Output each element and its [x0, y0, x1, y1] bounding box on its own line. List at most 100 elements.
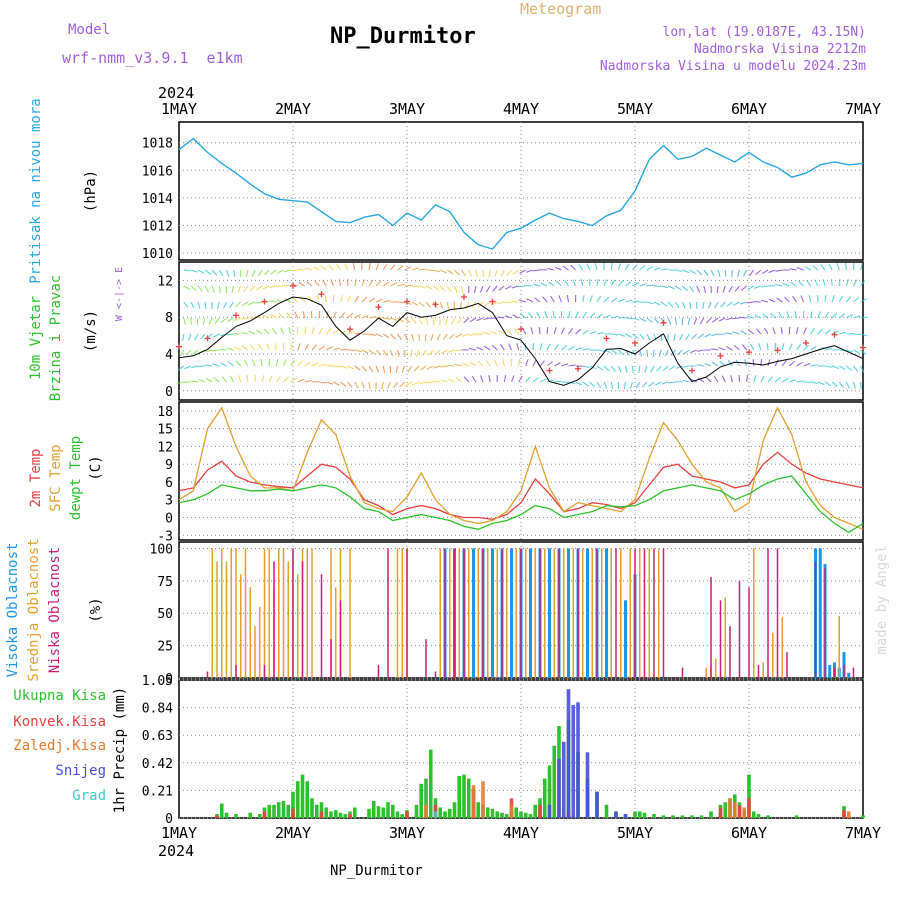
cloud-bar: [548, 548, 551, 678]
wind-barb: [596, 279, 599, 287]
wind-barb: [249, 285, 256, 292]
wind-barb: [197, 285, 203, 292]
wind-barb: [718, 317, 726, 322]
wind-barb: [838, 278, 841, 287]
wind-barb: [233, 269, 236, 277]
wind-barb: [803, 344, 810, 351]
pressure-line: [178, 137, 864, 250]
wind-barb: [739, 301, 747, 305]
precip-bar: [751, 811, 756, 818]
wind-barb: [550, 295, 555, 303]
wind-barb: [448, 333, 455, 340]
precip-bar: [443, 811, 447, 818]
wind-barb: [518, 358, 521, 367]
wind-barb: [662, 365, 669, 372]
wind-barb: [713, 375, 719, 383]
wind-barb: [251, 269, 256, 277]
wind-barb: [675, 365, 683, 369]
wind-barb: [546, 326, 549, 335]
x-tick-label-top: 1MAY: [161, 100, 197, 118]
wind-barb: [354, 295, 360, 303]
precip-bar: [476, 802, 481, 818]
wind-barb: [534, 297, 541, 303]
wind-barb: [235, 360, 242, 367]
precip-bar: [291, 808, 295, 818]
wind-barb: [682, 379, 690, 383]
wind-barb: [527, 312, 534, 319]
wind-barb: [419, 381, 427, 385]
cloud-bar: [263, 665, 266, 678]
pressure-axis-title: Pritisak na nivou mora: [28, 98, 44, 283]
wind-barb: [442, 333, 448, 340]
cloud-bar: [425, 639, 427, 678]
wind-barb: [845, 279, 849, 287]
cloud-bar: [629, 548, 631, 678]
precip-bar: [614, 811, 618, 818]
cloud-bar: [434, 671, 437, 678]
wind-barb: [781, 378, 789, 383]
wind-barb: [459, 301, 463, 309]
wind-barb: [556, 280, 562, 287]
wind-barb: [803, 327, 807, 335]
cloud-bar: [449, 548, 451, 678]
wind-barb: [582, 365, 590, 369]
wind-barb: [817, 381, 825, 386]
cloud-bar: [206, 671, 209, 678]
wind-barb: [462, 333, 469, 338]
wind-barb: [725, 332, 733, 335]
y-tick-label: 75: [157, 575, 173, 590]
wind-barb: [546, 361, 553, 367]
wind-barb: [494, 359, 498, 367]
wind-barb: [589, 312, 596, 319]
wind-barb: [632, 349, 637, 357]
wind-barb: [278, 312, 284, 319]
wind-barb: [575, 328, 582, 335]
wind-barb: [720, 301, 726, 308]
cloud-bar: [705, 667, 707, 678]
wind-barb: [810, 345, 817, 351]
wind-barb: [261, 375, 265, 383]
cloud-bar: [339, 600, 342, 678]
wind-barb: [426, 381, 434, 384]
y-tick-label: 18: [157, 405, 173, 420]
wind-barb: [712, 317, 719, 323]
cloud-bar: [520, 548, 522, 678]
cloud-bar: [601, 548, 603, 678]
wind-barb: [568, 364, 576, 367]
wind-barb: [726, 345, 733, 351]
wind-barb: [696, 285, 701, 293]
wind-barb: [262, 314, 270, 319]
wind-barb: [860, 333, 868, 337]
wind-barb: [263, 328, 270, 335]
cloud-bar: [615, 548, 617, 678]
precip-bar: [723, 802, 728, 818]
cloud-bar: [216, 561, 218, 678]
precip-bar: [604, 804, 609, 818]
x-tick-label-bottom: 5MAY: [617, 824, 653, 842]
wind-barb: [191, 365, 199, 369]
wind-barb: [416, 349, 420, 357]
wind-barb: [192, 349, 199, 355]
precip-bar: [324, 807, 329, 818]
wind-barb: [682, 365, 690, 368]
wind-barb: [693, 317, 698, 325]
wind-barb: [516, 343, 520, 351]
cloud-bar: [620, 548, 622, 678]
wind-barb: [795, 327, 799, 335]
wind-barb: [838, 295, 844, 303]
wind-barb: [618, 298, 625, 303]
wind-barb: [404, 266, 412, 271]
wind-barb: [508, 343, 512, 351]
wind-barb: [411, 333, 415, 341]
cloud-bar: [230, 548, 232, 678]
wind-barb: [646, 301, 654, 305]
wind-barb: [434, 349, 441, 355]
precip-bar: [319, 811, 324, 818]
y-tick-label: 0.84: [142, 702, 173, 717]
cloud-bar: [624, 600, 627, 678]
wind-barb: [675, 285, 682, 291]
wind-barb: [479, 375, 484, 383]
wind-barb: [182, 333, 185, 341]
wind-barb: [433, 380, 441, 383]
wind-barb: [274, 343, 277, 351]
